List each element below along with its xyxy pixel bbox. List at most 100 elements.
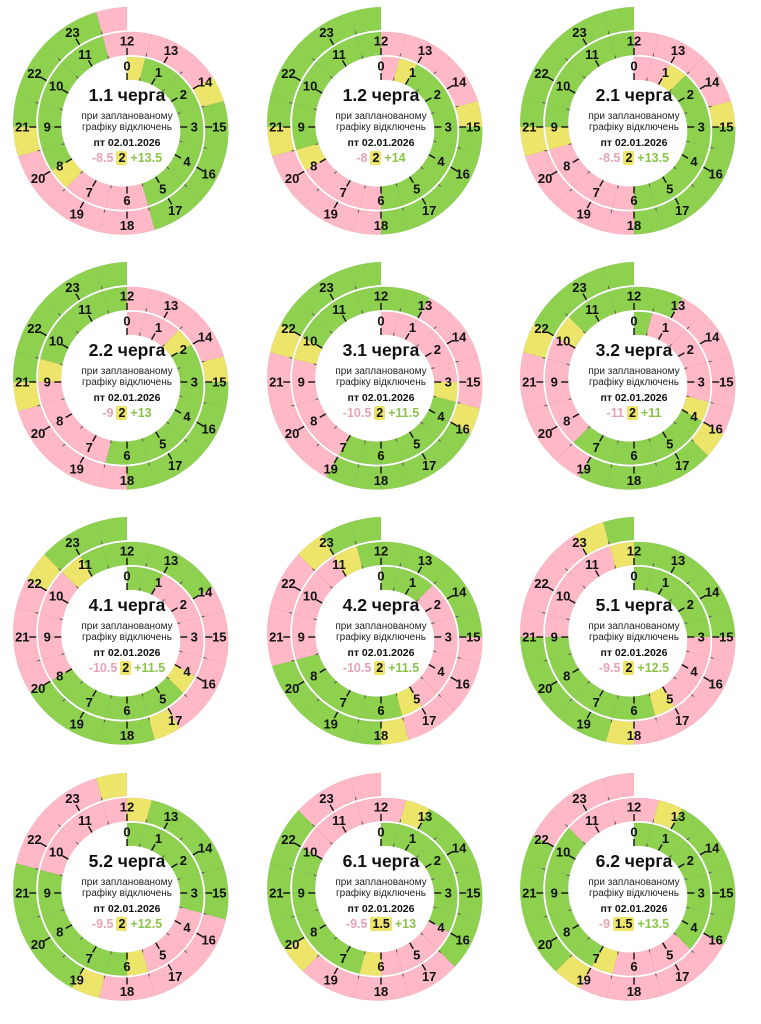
- half-hour-tick: [59, 874, 63, 877]
- half-hour-tick: [107, 55, 110, 59]
- half-hour-tick: [145, 308, 148, 312]
- hour-label: 5: [413, 691, 420, 706]
- half-hour-tick: [568, 909, 572, 912]
- half-hour-tick: [179, 650, 183, 653]
- half-hour-tick: [110, 185, 112, 189]
- half-hour-tick: [316, 188, 320, 192]
- hour-tick: [75, 548, 81, 556]
- half-hour-tick: [392, 77, 395, 81]
- hour-tick: [174, 154, 182, 159]
- hour-label: 3: [698, 375, 705, 390]
- hour-tick: [703, 421, 710, 427]
- hour-label: 17: [168, 458, 182, 473]
- hour-tick: [417, 566, 423, 574]
- hour-label: 22: [27, 832, 41, 847]
- hour-tick: [409, 686, 414, 694]
- hour-label: 23: [319, 25, 333, 40]
- half-hour-tick: [395, 438, 398, 442]
- half-hour-tick: [312, 313, 315, 316]
- hours-summary: -9.5 2 +12.5: [564, 661, 704, 675]
- half-hour-tick: [177, 878, 181, 880]
- half-hour-tick: [313, 108, 317, 111]
- hour-tick: [155, 431, 160, 439]
- hour-tick: [568, 854, 576, 860]
- hour-label: 11: [585, 302, 599, 317]
- subtitle-line1: при запланованому: [81, 877, 173, 888]
- subtitle-line2: графіку відключень: [82, 122, 172, 133]
- hour-label: 15: [212, 630, 226, 645]
- hour-label: 19: [323, 207, 337, 222]
- hour-label: 5: [666, 436, 673, 451]
- hour-label: 23: [65, 25, 79, 40]
- hour-label: 17: [168, 203, 182, 218]
- hour-label: 13: [671, 43, 685, 58]
- hour-label: 1: [662, 65, 669, 80]
- hour-label: 22: [534, 576, 548, 591]
- hour-tick: [92, 945, 97, 953]
- hour-tick: [79, 456, 85, 464]
- hour-label: 2: [434, 853, 441, 868]
- hour-label: 21: [15, 886, 29, 901]
- hour-label: 11: [78, 47, 92, 62]
- hour-label: 2: [180, 342, 187, 357]
- half-hour-tick: [617, 951, 619, 955]
- hour-tick: [657, 844, 663, 851]
- hour-tick: [333, 456, 339, 464]
- schedule-date: пт 02.01.2026: [347, 647, 415, 659]
- hour-tick: [586, 967, 592, 975]
- half-hour-tick: [402, 207, 404, 211]
- off-hours: -8: [356, 151, 368, 165]
- hour-label: 22: [534, 321, 548, 336]
- hour-tick: [657, 78, 663, 85]
- queue-title: 6.2 черга: [595, 851, 673, 871]
- hour-label: 17: [422, 458, 436, 473]
- half-hour-tick: [361, 821, 364, 825]
- maybe-hours: 2: [374, 406, 386, 420]
- hour-tick: [450, 421, 457, 427]
- half-hour-tick: [457, 402, 461, 404]
- hour-label: 21: [269, 630, 283, 645]
- on-hours: +11.5: [134, 661, 166, 675]
- half-hour-tick: [315, 398, 319, 401]
- hour-label: 17: [675, 203, 689, 218]
- hour-tick: [40, 842, 47, 848]
- on-hours: +13.5: [637, 917, 670, 931]
- half-hour-tick: [614, 821, 617, 825]
- queue-chart: 0 1 2 3 4 5 6 7 8 9 10 11 12 13 14 15 16 17 18 19 20 21 22 23 1.…: [254, 0, 508, 254]
- half-hour-tick: [686, 581, 690, 585]
- hour-label: 0: [630, 569, 637, 584]
- half-hour-tick: [148, 462, 150, 466]
- hour-label: 12: [627, 544, 641, 559]
- queue-title: 1.1 черга: [88, 85, 166, 105]
- half-hour-tick: [395, 693, 398, 697]
- half-hour-tick: [148, 207, 150, 211]
- hour-label: 11: [78, 813, 92, 828]
- hour-tick: [424, 863, 432, 869]
- off-hours: -8.5: [91, 151, 114, 165]
- slot-on: [349, 6, 382, 35]
- slot-off: [95, 6, 128, 35]
- hour-label: 2: [687, 87, 694, 102]
- slot-off: [349, 772, 382, 801]
- schedule-date: пт 02.01.2026: [93, 647, 161, 659]
- half-hour-tick: [438, 439, 442, 443]
- subtitle-line2: графіку відключень: [82, 632, 172, 643]
- hour-tick: [167, 708, 173, 715]
- hour-tick: [297, 170, 305, 176]
- maybe-hours: 2: [374, 661, 386, 675]
- hour-label: 16: [708, 933, 722, 948]
- half-hour-tick: [334, 425, 338, 429]
- hour-label: 9: [298, 630, 305, 645]
- half-hour-tick: [542, 611, 546, 614]
- half-hour-tick: [162, 599, 165, 602]
- hour-label: 15: [719, 630, 733, 645]
- hours-summary: -10.5 2 +11.5: [311, 661, 451, 675]
- hour-tick: [346, 689, 351, 697]
- subtitle-line2: графіку відключень: [336, 888, 426, 899]
- hour-tick: [703, 932, 710, 938]
- hour-label: 4: [437, 154, 445, 169]
- hour-tick: [450, 166, 457, 172]
- half-hour-tick: [566, 874, 570, 877]
- hour-label: 6: [123, 448, 130, 463]
